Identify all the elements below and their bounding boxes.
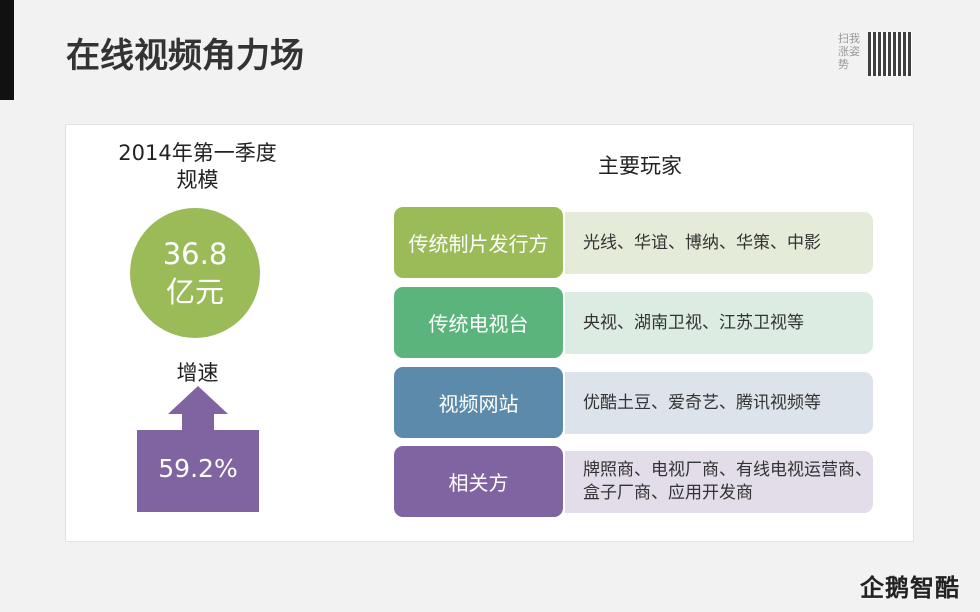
growth-value: 59.2% bbox=[158, 454, 238, 483]
player-category: 视频网站 bbox=[394, 367, 563, 438]
qr-code-icon bbox=[868, 32, 912, 76]
scale-unit: 亿元 bbox=[165, 275, 224, 309]
player-members: 光线、华谊、博纳、华策、中影 bbox=[565, 212, 873, 274]
scale-label: 规模 bbox=[176, 168, 219, 192]
scale-circle: 36.8 亿元 bbox=[130, 208, 260, 338]
accent-bar bbox=[0, 0, 14, 100]
period-label: 2014年第一季度 规模 bbox=[100, 140, 295, 194]
players-heading: 主要玩家 bbox=[598, 154, 682, 178]
brand-logo: 企鹅智酷 bbox=[860, 574, 960, 602]
player-category: 传统电视台 bbox=[394, 287, 563, 358]
qr-caption: 扫我涨姿势 bbox=[838, 32, 860, 71]
player-category: 传统制片发行方 bbox=[394, 207, 563, 278]
growth-label: 增速 bbox=[176, 361, 219, 385]
period-text: 2014年第一季度 bbox=[118, 141, 277, 165]
player-category: 相关方 bbox=[394, 446, 563, 517]
player-members: 央视、湖南卫视、江苏卫视等 bbox=[565, 292, 873, 354]
page-title: 在线视频角力场 bbox=[66, 36, 304, 76]
growth-arrow-icon bbox=[137, 386, 259, 512]
player-members: 牌照商、电视厂商、有线电视运营商、盒子厂商、应用开发商 bbox=[565, 451, 873, 513]
player-members: 优酷土豆、爱奇艺、腾讯视频等 bbox=[565, 372, 873, 434]
scale-value: 36.8 bbox=[162, 237, 228, 271]
